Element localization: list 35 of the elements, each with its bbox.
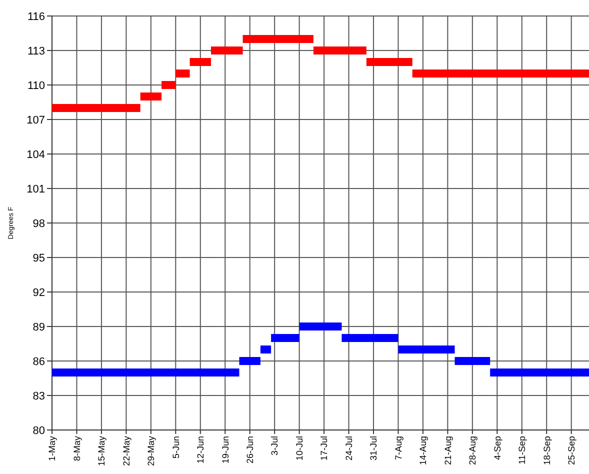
x-tick-label: 31-Jul (368, 436, 379, 461)
x-tick-label: 22-May (121, 436, 132, 466)
x-tick-label: 7-Aug (393, 436, 404, 460)
x-tick-label: 28-Aug (468, 436, 478, 466)
y-tick-label: 95 (32, 252, 45, 264)
x-tick-label: 8-May (72, 436, 82, 462)
y-tick-label: 92 (32, 286, 45, 299)
y-tick-label: 83 (32, 390, 45, 402)
x-tick-label: 19-Jun (220, 436, 230, 464)
x-tick-label: 5-Jun (170, 436, 181, 459)
y-tick-label: 110 (27, 80, 45, 92)
x-tick-label: 29-May (146, 436, 156, 466)
y-tick-label: 113 (27, 45, 45, 58)
y-tick-label: 101 (26, 183, 45, 196)
y-tick-label: 98 (32, 218, 45, 230)
x-tick-label: 17-Jul (319, 436, 330, 461)
x-tick-label: 10-Jul (294, 436, 304, 461)
x-tick-label: 1-May (47, 436, 58, 462)
x-tick-label: 25-Sep (566, 436, 576, 466)
x-tick-label: 15-May (96, 436, 107, 466)
x-tick-label: 18-Sep (542, 436, 552, 466)
x-tick-label: 24-Jul (344, 436, 354, 461)
x-tick-label: 26-Jun (244, 436, 255, 464)
y-tick-label: 107 (26, 114, 45, 126)
x-tick-label: 4-Sep (492, 436, 502, 460)
y-tick-label: 104 (26, 148, 45, 161)
x-tick-label: 3-Jul (270, 436, 280, 456)
y-tick-label: 89 (32, 321, 45, 334)
x-tick-label: 11-Sep (517, 436, 528, 464)
y-tick-label: 86 (32, 356, 45, 368)
y-tick-label: 116 (27, 10, 45, 23)
x-tick-label: 14-Aug (418, 436, 428, 466)
x-tick-label: 21-Aug (442, 436, 453, 466)
y-tick-label: 80 (32, 424, 45, 437)
x-tick-label: 12-Jun (196, 436, 206, 464)
